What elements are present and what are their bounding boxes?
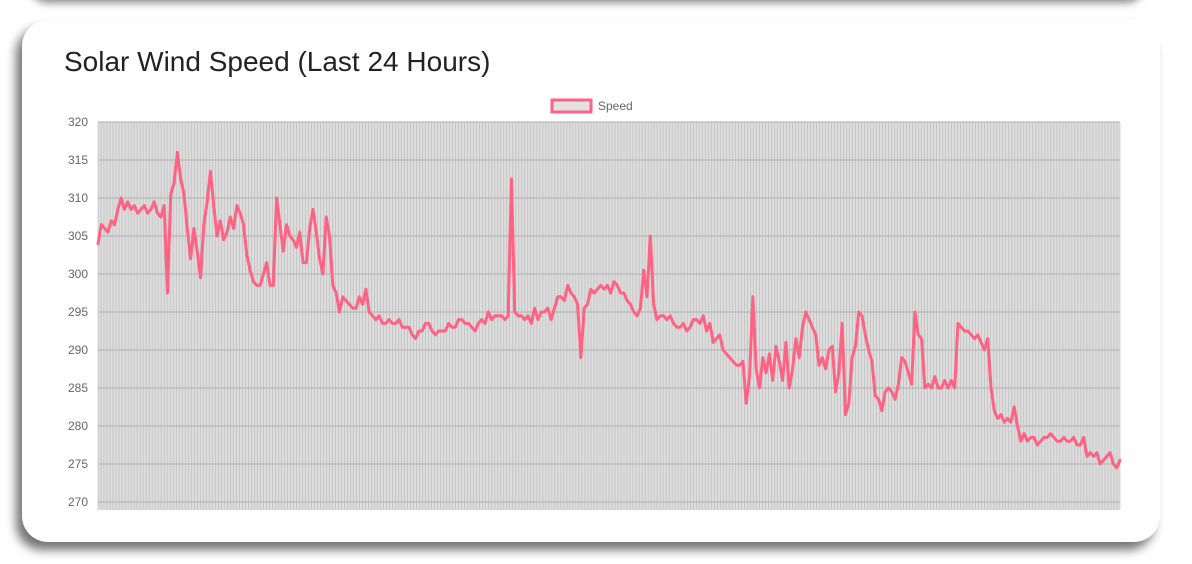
y-tick-label: 315 (68, 153, 88, 167)
y-tick-label: 310 (68, 191, 88, 205)
grid-lines (97, 121, 1121, 510)
legend-label-speed: Speed (598, 99, 633, 113)
y-tick-label: 270 (68, 495, 88, 509)
y-tick-label: 320 (68, 115, 88, 129)
y-tick-label: 285 (68, 381, 88, 395)
y-tick-label: 305 (68, 229, 88, 243)
y-tick-label: 295 (68, 305, 88, 319)
y-tick-label: 290 (68, 343, 88, 357)
y-axis: 320 315 310 305 300 295 290 285 280 275 270 (68, 115, 88, 509)
y-tick-label: 280 (68, 419, 88, 433)
page-title: Solar Wind Speed (Last 24 Hours) (64, 46, 491, 77)
series-line-speed (96, 150, 1122, 470)
legend: Speed (550, 98, 633, 114)
y-tick-label: 275 (68, 457, 88, 471)
legend-swatch[interactable] (550, 98, 593, 114)
y-tick-label: 300 (68, 267, 88, 281)
vertical-grid-lines (97, 122, 1121, 510)
